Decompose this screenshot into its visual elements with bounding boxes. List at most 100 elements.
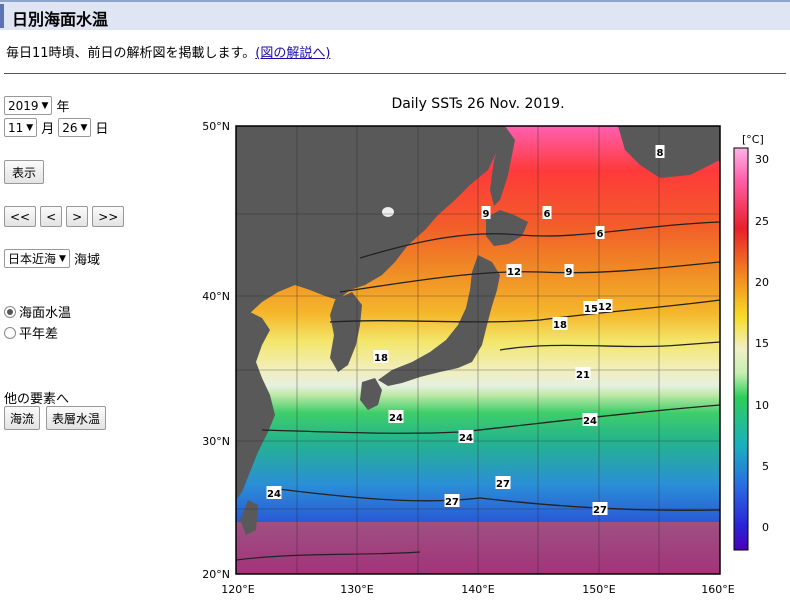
last-button[interactable]: >>: [92, 206, 125, 227]
land-honshu: [378, 255, 500, 386]
land-korea: [330, 292, 362, 372]
radio-icon[interactable]: [4, 326, 16, 339]
show-button[interactable]: 表示: [4, 160, 45, 184]
contour-label-box: [552, 317, 568, 330]
land-kamchatka: [618, 126, 720, 178]
radio-sst[interactable]: 海面水温: [4, 302, 71, 321]
contour-label: 9: [566, 267, 573, 278]
radio-label-anomaly: 平年差: [19, 327, 59, 342]
radio-label-sst: 海面水温: [19, 306, 72, 321]
month-value: 11: [8, 120, 24, 135]
contour-27b: [235, 551, 421, 561]
contour-label: 18: [553, 320, 567, 331]
contour-label-box: [373, 350, 389, 363]
other-heading: 他の要素へ: [4, 388, 69, 407]
day-value: 26: [62, 120, 78, 135]
lon-label: 130°E: [340, 583, 373, 596]
colorbar: [733, 147, 749, 551]
other-buttons: 海流 表層水温: [4, 406, 107, 430]
contour-label-box: [655, 145, 665, 158]
colorbar-ticks: 30 25 20 15 10 5 0: [755, 153, 769, 534]
lon-label: 140°E: [461, 583, 494, 596]
region-row: 日本近海 ▼ 海域: [4, 249, 100, 268]
explanation-link[interactable]: (図の解説へ): [255, 46, 331, 61]
contour-label: 24: [459, 433, 473, 444]
contour-label-box: [388, 410, 404, 423]
contour-label: 9: [483, 209, 490, 220]
current-button[interactable]: 海流: [4, 406, 41, 430]
radio-anomaly[interactable]: 平年差: [4, 323, 58, 342]
contour-label: 24: [389, 413, 403, 424]
contour-label: 6: [544, 209, 551, 220]
divider: [4, 73, 786, 74]
year-select[interactable]: 2019 ▼: [4, 96, 53, 115]
contour-label-box: [506, 264, 522, 277]
subsurface-temp-button[interactable]: 表層水温: [46, 406, 107, 430]
intro-text: 毎日11時頃、前日の解析図を掲載します。(図の解説へ): [6, 42, 330, 61]
day-select[interactable]: 26 ▼: [58, 118, 92, 137]
lake-icon: [382, 207, 394, 217]
contour-label-box: [444, 494, 460, 507]
day-unit: 日: [95, 122, 109, 137]
contour-label-box: [597, 299, 613, 312]
contour-label-box: [575, 367, 591, 380]
contour-label: 12: [598, 302, 612, 313]
lon-label: 160°E: [701, 583, 734, 596]
contour-label: 15: [584, 304, 598, 315]
land-hokkaido: [486, 210, 528, 246]
title-accent: [0, 4, 4, 28]
contour-27: [269, 487, 721, 511]
intro-message: 毎日11時頃、前日の解析図を掲載します。: [6, 46, 256, 61]
chevron-down-icon: ▼: [80, 122, 88, 133]
year-value: 2019: [8, 98, 39, 113]
lon-label: 150°E: [582, 583, 615, 596]
colorbar-tick: 25: [755, 215, 769, 228]
colorbar-tick: 5: [762, 460, 769, 473]
contour-18: [329, 299, 721, 323]
date-nav: << < > >>: [4, 206, 125, 227]
lat-label: 40°N: [202, 290, 230, 303]
first-button[interactable]: <<: [4, 206, 37, 227]
month-select[interactable]: 11 ▼: [4, 118, 38, 137]
contour-label: 18: [374, 353, 388, 364]
land-kyushu: [360, 378, 382, 410]
contour-label: 6: [597, 229, 604, 240]
contour-label-box: [582, 413, 598, 426]
contour-label-box: [564, 264, 574, 277]
contour-21: [499, 341, 721, 351]
contour-label-box: [595, 226, 605, 239]
contour-label: 24: [583, 416, 597, 427]
page-title: 日別海面水温: [12, 10, 109, 29]
month-day-row: 11 ▼ 月 26 ▼ 日: [4, 118, 108, 137]
colorbar-tick: 20: [755, 276, 769, 289]
colorbar-tick: 0: [762, 521, 769, 534]
year-row: 2019 ▼ 年: [4, 96, 69, 115]
contour-label-box: [542, 206, 552, 219]
contour-12: [339, 261, 721, 293]
lon-label: 120°E: [221, 583, 254, 596]
contour-label-box: [481, 206, 491, 219]
contour-label-box: [583, 301, 599, 314]
colorbar-unit: [°C]: [742, 133, 764, 146]
contour-label: 24: [267, 489, 281, 500]
land-sakhalin: [490, 126, 515, 206]
contour-label: 21: [576, 370, 590, 381]
month-unit: 月: [41, 122, 55, 137]
lat-label: 50°N: [202, 120, 230, 133]
chevron-down-icon: ▼: [59, 253, 66, 264]
contour-9: [359, 221, 721, 259]
next-button[interactable]: >: [66, 206, 89, 227]
contour-label: 12: [507, 267, 521, 278]
prev-button[interactable]: <: [40, 206, 63, 227]
other-heading-text: 他の要素へ: [4, 392, 70, 407]
contour-label: 27: [445, 497, 459, 508]
contour-label-box: [592, 502, 608, 515]
contour-label: 27: [496, 479, 510, 490]
region-select[interactable]: 日本近海 ▼: [4, 249, 70, 268]
radio-icon-selected[interactable]: [4, 305, 16, 318]
contour-label: 8: [657, 148, 664, 159]
land-asia: [236, 126, 505, 318]
region-unit: 海域: [73, 253, 100, 268]
map-frame: [235, 125, 721, 575]
